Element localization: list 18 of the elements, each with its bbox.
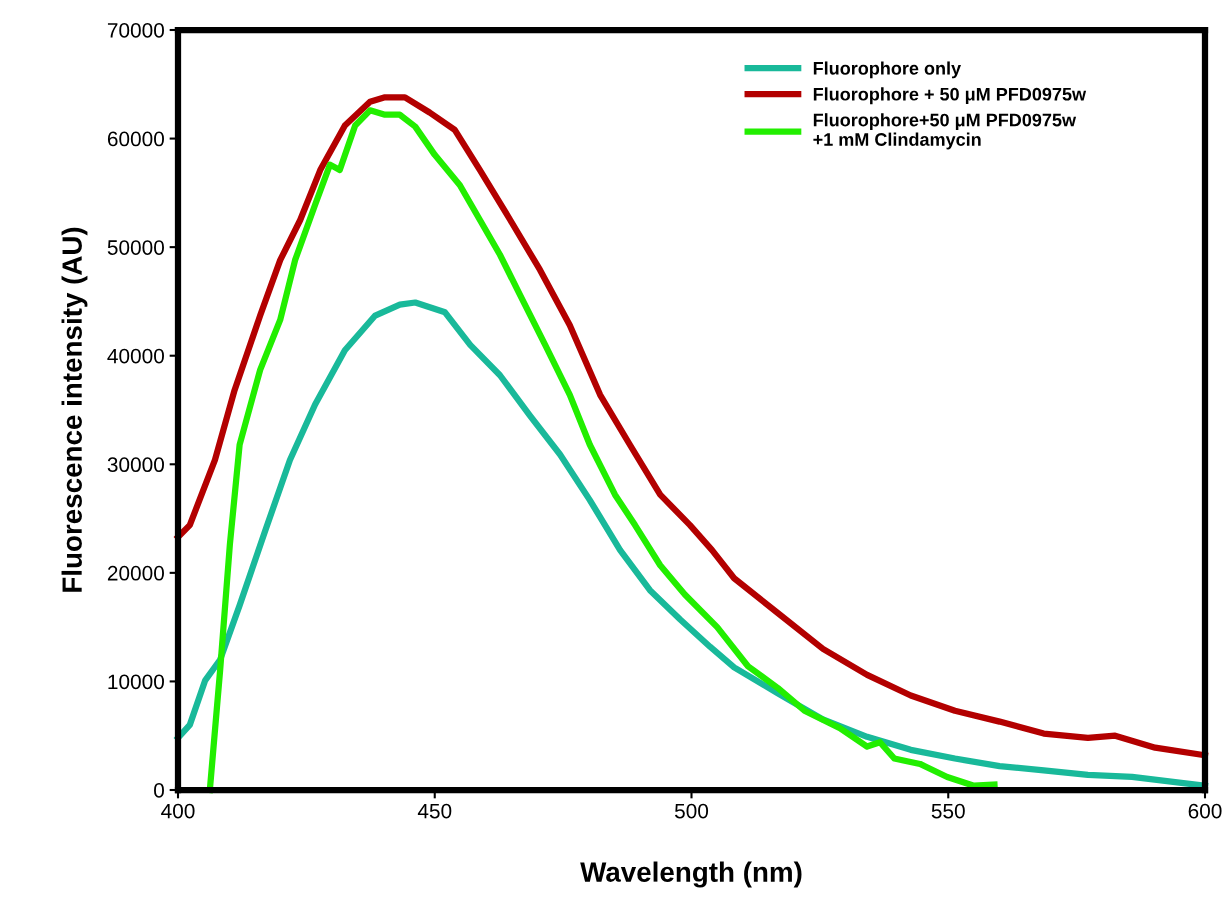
x-tick-label: 450 [417,803,452,819]
x-tick-label: 550 [931,803,965,819]
y-tick-label: 50000 [107,240,164,255]
y-tick-label: 10000 [108,674,164,690]
y-tick-label: 70000 [107,23,164,38]
x-tick-label: 400 [161,803,195,819]
x-tick-label: 500 [674,803,709,819]
x-tick-label: 600 [1188,803,1222,819]
y-tick-label: 60000 [107,131,164,147]
x-axis-title: Wavelength (nm) [580,861,802,888]
y-tick-label: 20000 [107,565,164,581]
legend-label: Fluorophore + 50 μM PFD0975w [813,87,1087,105]
y-tick-label: 30000 [107,457,164,473]
y-tick-label: 0 [154,783,164,798]
y-tick-label: 40000 [107,348,164,364]
legend-label: Fluorophore+50 μM PFD0975w +1 mM Clindamycin [813,113,1077,150]
legend-label: Fluorophore only [813,61,961,79]
y-axis-title: Fluorescence intensity (AU) [61,227,88,592]
